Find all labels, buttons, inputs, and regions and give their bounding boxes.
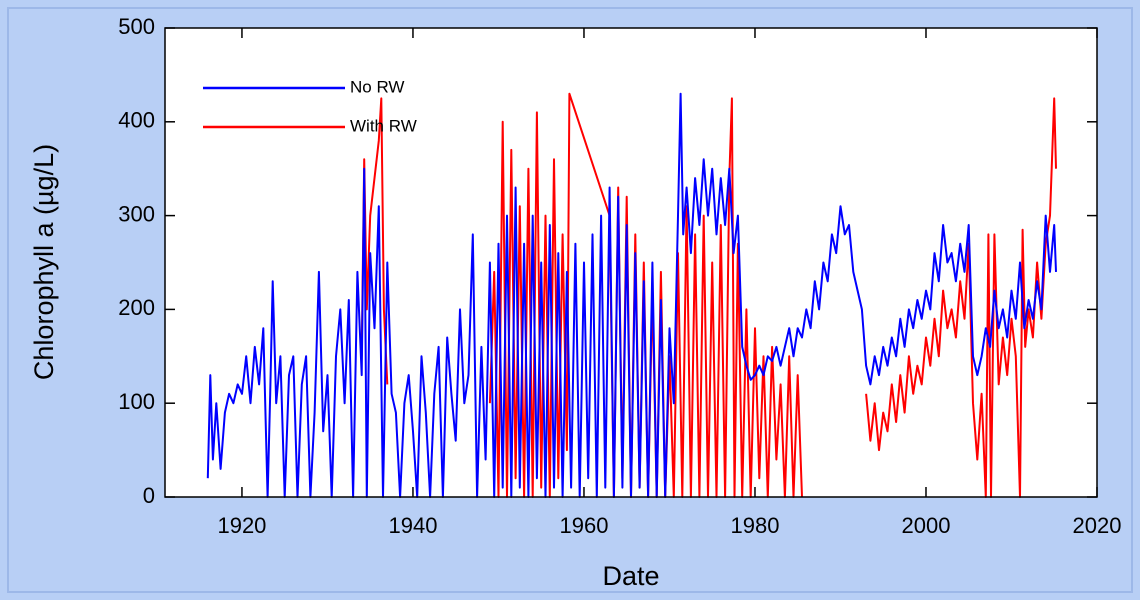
x-axis-label: Date bbox=[602, 561, 659, 591]
legend-label: No RW bbox=[350, 77, 404, 96]
y-tick-label: 400 bbox=[118, 108, 155, 133]
y-tick-label: 200 bbox=[118, 295, 155, 320]
legend-label: With RW bbox=[350, 116, 417, 135]
data-line bbox=[206, 92, 1057, 498]
x-tick-label: 1920 bbox=[217, 513, 266, 538]
y-tick-label: 0 bbox=[143, 483, 155, 508]
x-tick-label: 2000 bbox=[902, 513, 951, 538]
y-tick-label: 100 bbox=[118, 389, 155, 414]
y-tick-label: 500 bbox=[118, 14, 155, 39]
y-axis-label: Chlorophyll a (µg/L) bbox=[29, 144, 59, 380]
y-tick-label: 300 bbox=[118, 201, 155, 226]
x-tick-label: 1960 bbox=[559, 513, 608, 538]
plot-border bbox=[164, 27, 1098, 498]
x-tick-label: 1940 bbox=[388, 513, 437, 538]
x-tick-label: 1980 bbox=[731, 513, 780, 538]
plot-area bbox=[165, 28, 1097, 497]
x-tick-label: 2020 bbox=[1073, 513, 1122, 538]
